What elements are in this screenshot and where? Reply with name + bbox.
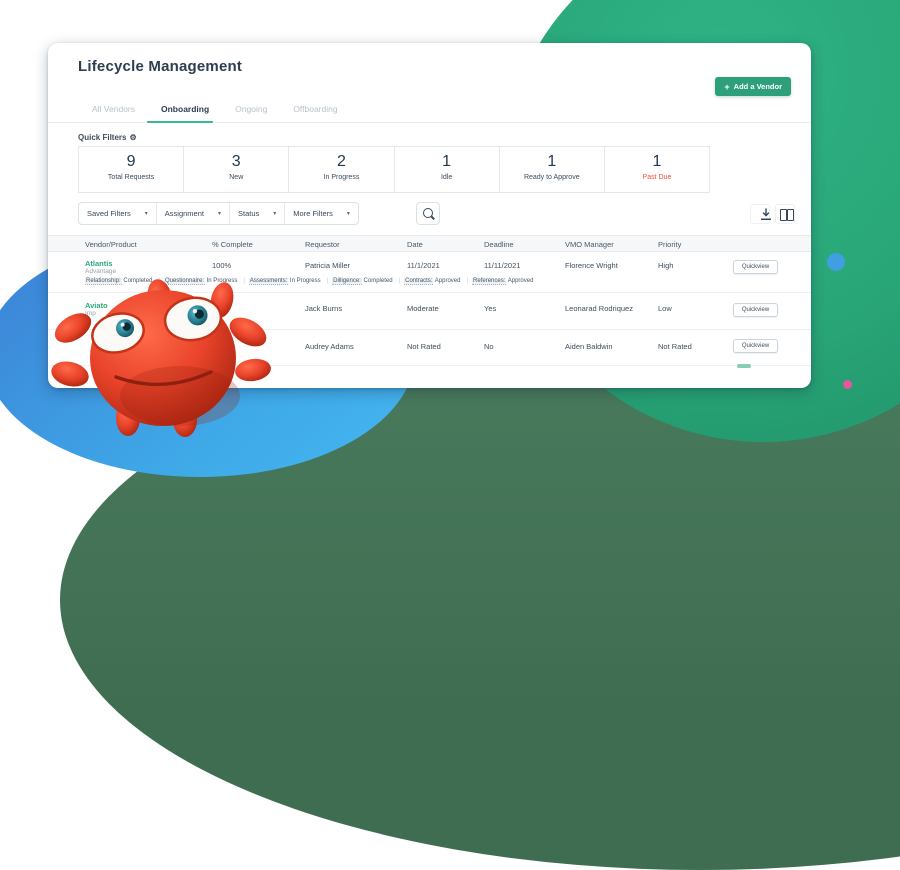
tab-offboarding[interactable]: Offboarding — [293, 104, 338, 114]
search-button[interactable] — [416, 202, 440, 225]
percent-complete-value: 100% — [212, 261, 232, 270]
date-value: Not Rated — [407, 342, 441, 351]
date-value: Moderate — [407, 304, 439, 313]
red-monster-mascot — [51, 279, 271, 437]
requestor-value: Patricia Miller — [305, 261, 351, 270]
vmo-manager-value: Florence Wright — [565, 261, 618, 270]
add-vendor-label: Add a Vendor — [733, 82, 782, 91]
product-label: Advantage — [85, 268, 117, 275]
vendor-link[interactable]: Atlantis — [85, 259, 113, 268]
col-vendor-product[interactable]: Vendor/Product — [85, 240, 137, 249]
plus-icon: + — [724, 82, 730, 92]
decor-dot-blue — [827, 253, 845, 271]
onboarding-status-line: Relationship: CompletedQuestionnaire: In… — [85, 278, 535, 285]
stat-idle[interactable]: 1 Idle — [394, 146, 500, 193]
monster-spike — [235, 358, 271, 382]
monster-spike — [51, 361, 89, 387]
download-icon — [761, 208, 771, 220]
quickview-button[interactable]: Quickview — [733, 260, 778, 274]
filter-bar: Saved Filters ▾ Assignment ▾ Status ▾ Mo… — [78, 202, 440, 225]
product-label: Imp — [85, 310, 96, 317]
vendor-link[interactable]: Aviato — [85, 301, 108, 310]
deadline-value: Yes — [484, 304, 497, 313]
page-title: Lifecycle Management — [78, 58, 243, 75]
filter-dropdown-group: Saved Filters ▾ Assignment ▾ Status ▾ Mo… — [78, 202, 359, 225]
table-row: Aviato Imp New Jack Burns Moderate Yes L… — [48, 293, 811, 330]
col-vmo-manager[interactable]: VMO Manager — [565, 240, 614, 249]
scroll-indicator[interactable] — [737, 364, 751, 368]
col-date[interactable]: Date — [407, 240, 423, 249]
search-icon — [423, 208, 433, 218]
monster-smile — [114, 370, 213, 387]
col-requestor[interactable]: Requestor — [305, 240, 340, 249]
quickview-button[interactable]: Quickview — [733, 339, 778, 353]
monster-eye — [163, 296, 223, 342]
monster-spike — [54, 313, 92, 343]
status-dropdown[interactable]: Status ▾ — [230, 203, 286, 224]
columns-icon — [787, 209, 794, 221]
deadline-value: No — [484, 342, 494, 351]
table-header: Vendor/Product % Complete Requestor Date… — [48, 235, 811, 252]
monster-spike — [229, 317, 267, 347]
vmo-manager-value: Aiden Baldwin — [565, 342, 613, 351]
table-row: Atlantis Advantage 100% Patricia Miller … — [48, 252, 811, 293]
tabs-divider — [48, 122, 811, 123]
chevron-down-icon: ▾ — [346, 211, 350, 217]
assignment-dropdown[interactable]: Assignment ▾ — [157, 203, 230, 224]
gear-icon[interactable]: ⚙ — [129, 133, 137, 142]
date-value: 11/1/2021 — [407, 261, 440, 270]
stat-new[interactable]: 3 New — [184, 146, 290, 193]
stat-total-requests[interactable]: 9 Total Requests — [78, 146, 185, 193]
quickview-button[interactable]: Quickview — [733, 303, 778, 317]
tab-ongoing[interactable]: Ongoing — [235, 104, 268, 114]
more-filters-dropdown[interactable]: More Filters ▾ — [293, 209, 350, 218]
chevron-down-icon: ▾ — [217, 211, 221, 217]
active-tab-underline — [147, 120, 213, 123]
tab-all-vendors[interactable]: All Vendors — [92, 104, 135, 114]
chevron-down-icon: ▾ — [273, 211, 277, 217]
stat-ready-to-approve[interactable]: 1 Ready to Approve — [499, 146, 605, 193]
monster-shading — [120, 366, 240, 426]
tab-onboarding[interactable]: Onboarding — [161, 104, 210, 114]
quick-filters-label: Quick Filters ⚙ — [78, 133, 137, 142]
column-settings-button[interactable] — [775, 204, 795, 224]
col-priority[interactable]: Priority — [658, 240, 682, 249]
chevron-down-icon: ▾ — [144, 211, 148, 217]
deadline-value: 11/11/2021 — [484, 261, 521, 270]
tab-bar: All Vendors Onboarding Ongoing Offboardi… — [92, 104, 338, 114]
decor-dot-pink — [843, 380, 852, 389]
saved-filters-dropdown[interactable]: Saved Filters ▾ — [79, 203, 157, 224]
priority-value: Low — [658, 304, 672, 313]
priority-value: Not Rated — [658, 342, 692, 351]
quick-filter-stats: 9 Total Requests 3 New 2 In Progress 1 I… — [78, 146, 711, 193]
priority-value: High — [658, 261, 674, 270]
col-percent-complete[interactable]: % Complete — [212, 240, 253, 249]
stat-in-progress[interactable]: 2 In Progress — [289, 146, 395, 193]
page: { "colors": { "accent_teal": "#2ba87c", … — [0, 0, 900, 484]
monster-eye — [91, 312, 145, 354]
requestor-value: Jack Burns — [305, 304, 343, 313]
vmo-manager-value: Leonarad Rodriquez — [565, 304, 633, 313]
table-row: Audrey Adams Not Rated No Aiden Baldwin … — [48, 330, 811, 366]
add-vendor-button[interactable]: + Add a Vendor — [715, 77, 791, 96]
stat-past-due[interactable]: 1 Past Due — [604, 146, 711, 193]
col-deadline[interactable]: Deadline — [484, 240, 514, 249]
export-button[interactable] — [750, 204, 771, 224]
requestor-value: Audrey Adams — [305, 342, 354, 351]
columns-icon — [780, 209, 787, 221]
